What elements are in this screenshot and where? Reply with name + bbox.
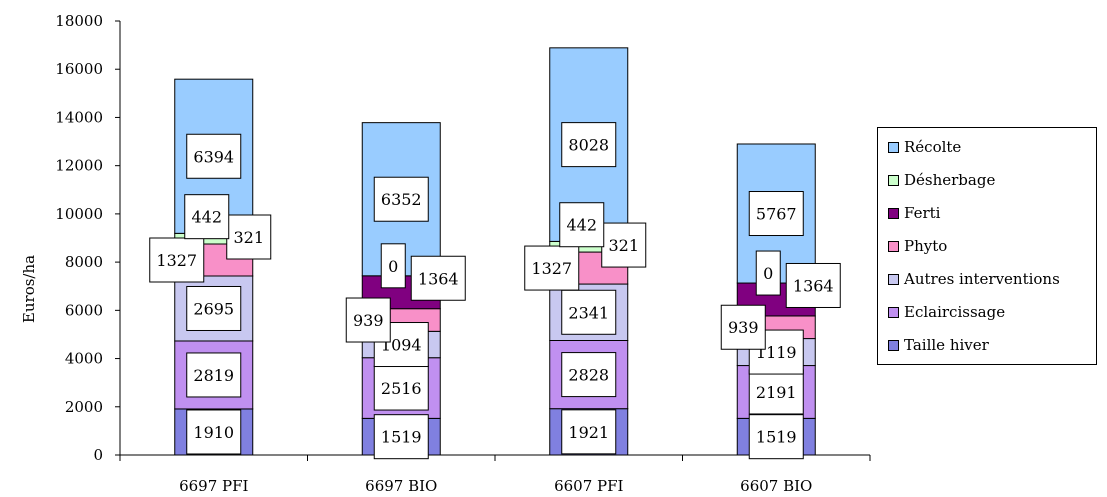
- legend-label: Eclaircissage: [904, 303, 1006, 321]
- legend-item: Autres interventions: [888, 269, 1060, 289]
- data-label-box: [748, 414, 804, 460]
- data-label: 5767: [756, 205, 797, 224]
- data-label: 2341: [568, 303, 609, 322]
- data-label-box: [748, 191, 804, 237]
- y-tick-label: 8000: [65, 253, 103, 271]
- data-label-box: [561, 352, 617, 398]
- data-label-box: [785, 262, 841, 308]
- y-tick-label: 10000: [55, 205, 103, 223]
- x-tick-label: 6607 BIO: [740, 477, 812, 495]
- data-label-box: [748, 369, 804, 415]
- data-label: 939: [353, 311, 384, 330]
- data-label-box: [186, 409, 242, 455]
- data-label: 2191: [756, 383, 797, 402]
- data-label-box: [373, 176, 429, 222]
- y-tick-label: 4000: [65, 350, 103, 368]
- data-label-box: [184, 194, 230, 240]
- data-label: 1327: [531, 259, 572, 278]
- data-label: 0: [763, 264, 773, 283]
- data-label-box: [755, 250, 781, 296]
- axes: 0 2000 4000 6000 8000 10000 12000 14000 16000 180…: [55, 12, 871, 495]
- data-label-box: [380, 243, 406, 289]
- data-label-box: [561, 409, 617, 455]
- data-label-box: [561, 289, 617, 335]
- data-label: 1910: [193, 423, 234, 442]
- y-tick-label: 2000: [65, 398, 103, 416]
- legend-swatch: [888, 339, 899, 351]
- data-label: 1364: [793, 276, 834, 295]
- x-tick-label: 6607 PFI: [554, 477, 623, 495]
- legend-item: Désherbage: [888, 170, 995, 190]
- data-label: 0: [388, 257, 398, 276]
- data-label: 442: [191, 208, 222, 227]
- data-label-box: [186, 133, 242, 179]
- x-tick-label: 6697 BIO: [365, 477, 437, 495]
- legend-item: Ferti: [888, 203, 940, 223]
- legend-item: Eclaircissage: [888, 302, 1005, 322]
- data-label-box: [345, 297, 391, 343]
- data-label-box: [601, 222, 647, 268]
- legend-label: Ferti: [904, 204, 941, 222]
- legend-item: Phyto: [888, 236, 947, 256]
- legend-swatch: [888, 174, 899, 186]
- data-label: 1094: [381, 336, 422, 355]
- legend-swatch: [888, 207, 899, 219]
- data-label-box: [226, 214, 272, 260]
- y-tick-label: 18000: [55, 12, 103, 30]
- y-tick-label: 16000: [55, 60, 103, 78]
- data-label: 1119: [756, 343, 797, 362]
- legend-swatch: [888, 240, 899, 252]
- legend-label: Désherbage: [904, 171, 996, 189]
- data-label: 939: [728, 318, 759, 337]
- legend: Récolte Désherbage Ferti Phyto Autres interv…: [877, 127, 1097, 365]
- data-label: 321: [233, 228, 264, 247]
- legend-swatch: [888, 141, 899, 153]
- legend-item: Récolte: [888, 137, 961, 157]
- legend-swatch: [888, 306, 899, 318]
- data-label-box: [373, 414, 429, 460]
- data-label: 321: [608, 236, 639, 255]
- data-label: 6394: [193, 147, 234, 166]
- data-label-box: [524, 245, 580, 291]
- y-tick-label: 12000: [55, 157, 103, 175]
- data-label: 1519: [756, 428, 797, 447]
- data-label: 1921: [568, 423, 609, 442]
- data-label: 2828: [568, 366, 609, 385]
- data-label: 2695: [193, 299, 234, 318]
- data-label: 442: [566, 216, 597, 235]
- data-label-box: [410, 255, 466, 301]
- y-tick-label: 14000: [55, 108, 103, 126]
- data-label: 6352: [381, 190, 422, 209]
- legend-label: Taille hiver: [904, 336, 989, 354]
- data-label-box: [561, 122, 617, 168]
- legend-swatch: [888, 273, 899, 285]
- data-label: 1327: [156, 251, 197, 270]
- data-label-box: [186, 285, 242, 331]
- data-label-box: [559, 202, 605, 248]
- legend-label: Récolte: [904, 138, 962, 156]
- x-tick-label: 6697 PFI: [179, 477, 248, 495]
- data-label-box: [720, 304, 766, 350]
- data-label: 2516: [381, 379, 422, 398]
- data-label-box: [373, 365, 429, 411]
- legend-label: Autres interventions: [904, 270, 1060, 288]
- y-axis-label: Euros/ha: [20, 255, 38, 323]
- data-labels: 1910 2819 2695 1327 321 442 6394 1519 2516 1094 93…: [149, 122, 841, 460]
- data-label-box: [186, 352, 242, 398]
- legend-item: Taille hiver: [888, 335, 989, 355]
- y-tick-label: 0: [93, 446, 103, 464]
- data-label-box: [149, 237, 205, 283]
- y-tick-label: 6000: [65, 301, 103, 319]
- data-label: 8028: [568, 136, 609, 155]
- data-label: 1519: [381, 428, 422, 447]
- legend-label: Phyto: [904, 237, 948, 255]
- data-label: 1364: [418, 269, 459, 288]
- data-label: 2819: [193, 366, 234, 385]
